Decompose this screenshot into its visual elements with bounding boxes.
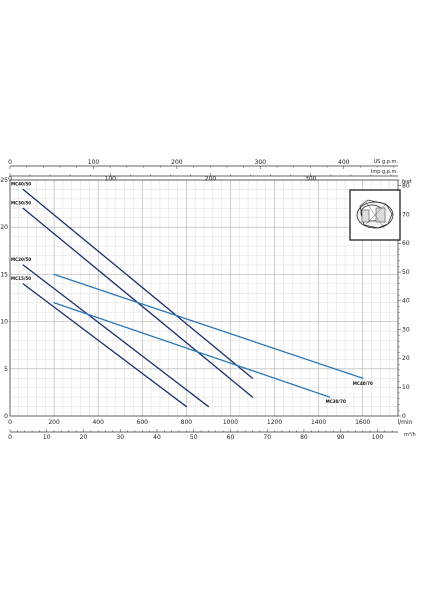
m3h-tick-label: 100: [372, 434, 384, 441]
series-label-mc40-70: MC40/70: [353, 381, 373, 387]
lmin-tick-label: 1600: [355, 419, 370, 426]
series-lines: [22, 188, 364, 408]
series-line-mc15-50: [22, 283, 188, 408]
feet-tick-label: 20: [402, 355, 410, 362]
imp-gpm-unit-label: Imp g.p.m.: [371, 169, 399, 175]
lmin-tick-label: 600: [137, 419, 149, 426]
series-line-mc40-50: [22, 188, 254, 379]
y-m-tick-label: 10: [0, 319, 8, 326]
lmin-tick-label: 400: [92, 419, 104, 426]
feet-tick-label: 70: [402, 211, 410, 218]
lmin-tick-label: 1400: [311, 419, 326, 426]
m3h-tick-label: 70: [263, 434, 271, 441]
feet-tick-label: 0: [402, 413, 406, 420]
feet-tick-label: 50: [402, 269, 410, 276]
us-gpm-tick-label: 0: [8, 159, 12, 166]
series-labels: MC40/50 MC30/50 MC20/50 MC15/50 MC40/70 MC30/…: [11, 181, 373, 405]
us-gpm-unit-label: US g.p.m.: [374, 159, 399, 165]
feet-unit-label: feet: [402, 179, 412, 185]
lmin-unit-label: l/min: [397, 419, 412, 426]
y-m-tick-label: 20: [0, 224, 8, 231]
y-m-tick-label: 5: [4, 366, 8, 373]
lmin-tick-label: 800: [181, 419, 193, 426]
us-gpm-tick-label: 100: [88, 159, 100, 166]
us-gpm-tick-label: 400: [338, 159, 350, 166]
lmin-tick-label: 1200: [267, 419, 282, 426]
y-m-tick-label: 15: [0, 271, 8, 278]
m3h-tick-label: 30: [116, 434, 124, 441]
series-line-mc40-70: [53, 273, 364, 379]
series-label-mc30-50: MC30/50: [11, 200, 31, 206]
feet-tick-label: 80: [402, 183, 410, 190]
imp-gpm-tick-label: 0: [8, 176, 12, 183]
feet-tick-label: 10: [402, 384, 410, 391]
m3h-tick-label: 80: [300, 434, 308, 441]
us-gpm-tick-label: 200: [171, 159, 183, 166]
m3h-tick-label: 40: [153, 434, 161, 441]
m3h-tick-label: 10: [43, 434, 51, 441]
y-m-tick-label: 0: [4, 413, 8, 420]
series-line-mc20-50: [22, 264, 210, 408]
axes: [9, 165, 401, 433]
lmin-tick-label: 1000: [223, 419, 238, 426]
plot-frame: [9, 179, 399, 417]
feet-tick-label: 60: [402, 240, 410, 247]
m3h-unit-label: m³/h: [404, 432, 416, 438]
lmin-tick-label: 200: [48, 419, 60, 426]
feet-tick-label: 40: [402, 298, 410, 305]
m3h-tick-label: 60: [227, 434, 235, 441]
imp-gpm-tick-label: 200: [205, 176, 217, 183]
m3h-tick-label: 0: [8, 434, 12, 441]
feet-tick-label: 30: [402, 326, 410, 333]
series-line-mc30-70: [53, 302, 331, 398]
us-gpm-tick-label: 300: [255, 159, 267, 166]
m3h-tick-label: 90: [337, 434, 345, 441]
imp-gpm-tick-label: 100: [105, 176, 117, 183]
series-label-mc15-50: MC15/50: [11, 276, 31, 282]
grid: [9, 179, 399, 417]
submersible-pump-icon: [349, 189, 401, 241]
y-m-tick-label: 25: [0, 177, 8, 184]
series-label-mc20-50: MC20/50: [11, 257, 31, 263]
lmin-tick-label: 0: [8, 419, 12, 426]
m3h-tick-label: 50: [190, 434, 198, 441]
series-label-mc30-70: MC30/70: [326, 399, 346, 405]
imp-gpm-tick-label: 300: [305, 176, 317, 183]
m3h-tick-label: 20: [80, 434, 88, 441]
series-label-mc40-50: MC40/50: [11, 181, 31, 187]
